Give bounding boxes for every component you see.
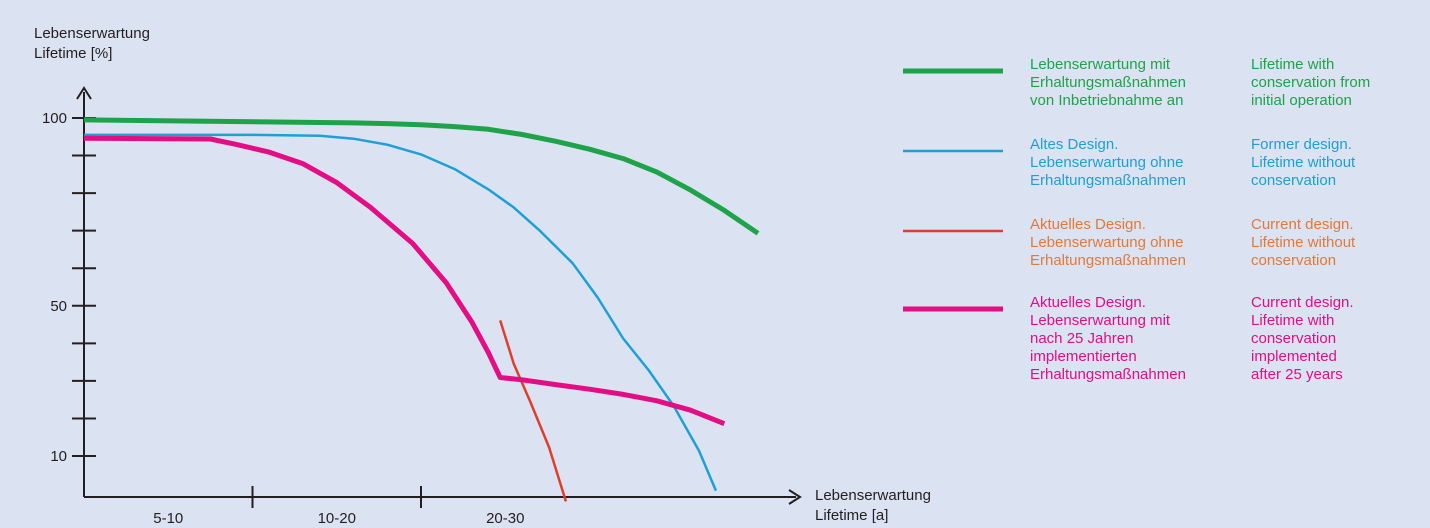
legend-label-de: Erhaltungsmaßnahmen	[1030, 366, 1186, 383]
legend-label-en: implemented	[1251, 348, 1337, 365]
y-tick-label: 10	[50, 448, 67, 465]
legend-label-en: conservation from	[1251, 74, 1370, 91]
legend-label-de: Lebenserwartung mit	[1030, 56, 1171, 73]
legend-label-de: Erhaltungsmaßnahmen	[1030, 172, 1186, 189]
series-lines	[83, 117, 760, 502]
legend-label-de: Aktuelles Design.	[1030, 216, 1146, 233]
legend-label-en: Lifetime without	[1251, 234, 1356, 251]
legend-label-en: initial operation	[1251, 92, 1352, 109]
x-category-label: 5-10	[153, 510, 183, 527]
series-line-blue	[84, 133, 718, 492]
legend-label-en: after 25 years	[1251, 366, 1343, 383]
legend-label-de: Lebenserwartung mit	[1030, 312, 1171, 329]
x-axis-arrow	[788, 489, 802, 505]
legend: Lebenserwartung mitErhaltungsmaßnahmenvo…	[903, 56, 1370, 383]
legend-label-de: implementierten	[1030, 348, 1137, 365]
series-line-green	[83, 117, 760, 236]
y-axis-arrow	[76, 86, 92, 100]
legend-label-en: Lifetime with	[1251, 312, 1334, 329]
legend-label-de: Lebenserwartung ohne	[1030, 234, 1183, 251]
legend-label-en: conservation	[1251, 252, 1336, 269]
axes: 100 50 10 Lebenserwartung Lifetime [%] 5-10 10…	[34, 25, 931, 527]
legend-label-de: Altes Design.	[1030, 136, 1118, 153]
y-tick-label: 50	[50, 298, 67, 315]
legend-label-de: Erhaltungsmaßnahmen	[1030, 74, 1186, 91]
legend-label-en: conservation	[1251, 330, 1336, 347]
legend-label-de: von Inbetriebnahme an	[1030, 92, 1183, 109]
legend-label-de: Aktuelles Design.	[1030, 294, 1146, 311]
x-axis-label-en: Lifetime [a]	[815, 507, 888, 524]
legend-label-en: Current design.	[1251, 294, 1354, 311]
legend-label-de: Erhaltungsmaßnahmen	[1030, 252, 1186, 269]
series-line-magenta	[83, 135, 726, 427]
legend-label-de: Lebenserwartung ohne	[1030, 154, 1183, 171]
series-line-red	[499, 320, 568, 502]
x-category-label: 10-20	[318, 510, 356, 527]
x-axis-label-de: Lebenserwartung	[815, 487, 931, 504]
legend-label-de: nach 25 Jahren	[1030, 330, 1133, 347]
legend-label-en: conservation	[1251, 172, 1336, 189]
legend-label-en: Lifetime with	[1251, 56, 1334, 73]
x-category-label: 20-30	[486, 510, 524, 527]
legend-label-en: Former design.	[1251, 136, 1352, 153]
y-axis-label-en: Lifetime [%]	[34, 45, 112, 62]
legend-label-en: Lifetime without	[1251, 154, 1356, 171]
y-axis-label-de: Lebenserwartung	[34, 25, 150, 42]
legend-label-en: Current design.	[1251, 216, 1354, 233]
y-tick-label: 100	[42, 110, 67, 127]
